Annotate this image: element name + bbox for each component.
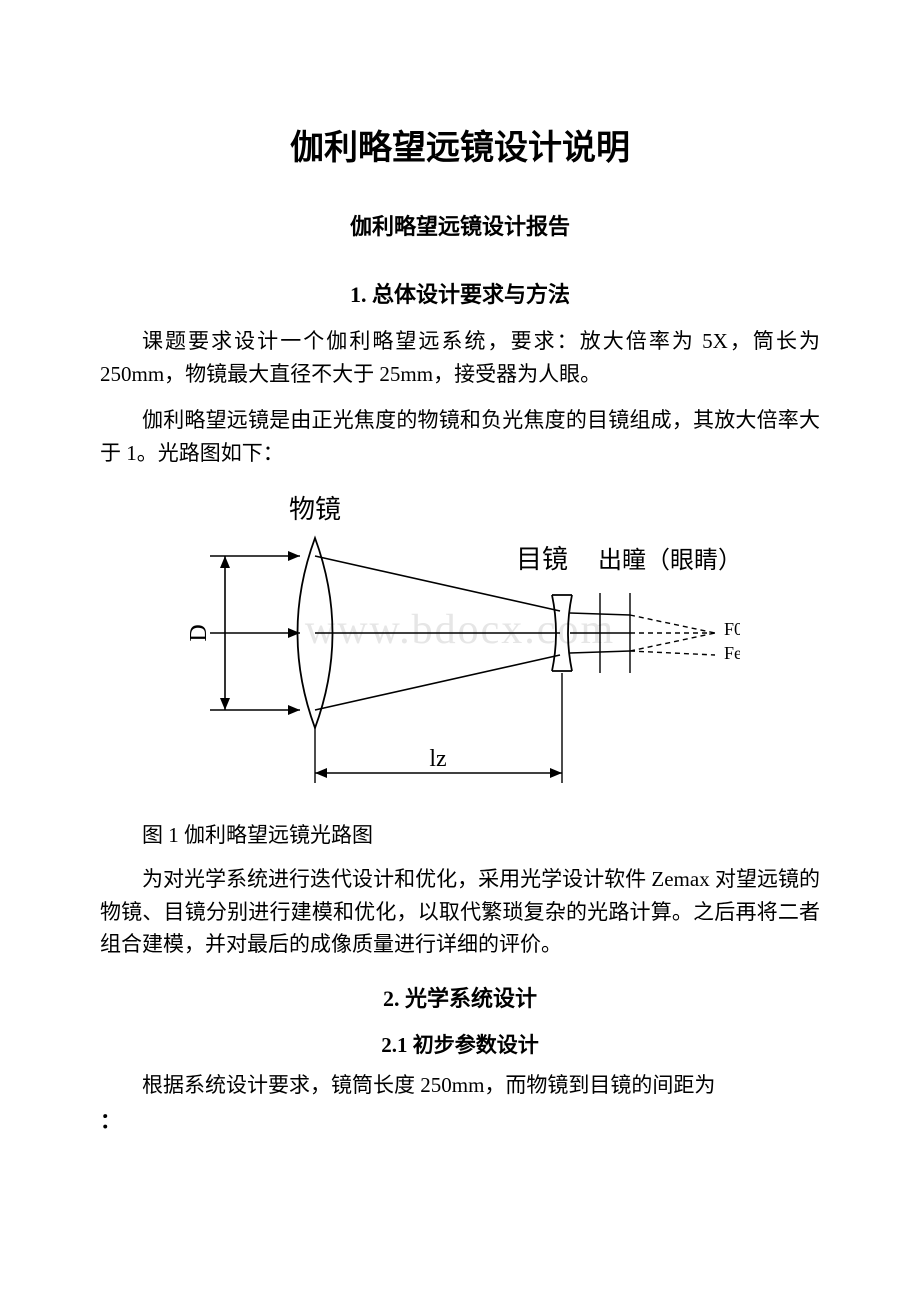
objective-label: 物镜	[289, 495, 341, 524]
trailing-colon: ：	[100, 1105, 820, 1135]
galileo-diagram: www.bdocx.com D 物镜	[180, 483, 740, 813]
section-2-heading: 2. 光学系统设计	[100, 981, 820, 1013]
focal-fe-label: Fe	[724, 643, 740, 663]
page-title: 伽利略望远镜设计说明	[100, 120, 820, 169]
report-subtitle: 伽利略望远镜设计报告	[100, 209, 820, 241]
section-2-1-para-1: 根据系统设计要求，镜筒长度 250mm，而物镜到目镜的间距为	[100, 1069, 820, 1102]
figure-1-caption: 图 1 伽利略望远镜光路图	[100, 819, 820, 849]
section-1-para-2: 伽利略望远镜是由正光焦度的物镜和负光焦度的目镜组成，其放大倍率大于 1。光路图如…	[100, 404, 820, 469]
section-1-para-3: 为对光学系统进行迭代设计和优化，采用光学设计软件 Zemax 对望远镜的物镜、目…	[100, 863, 820, 961]
aperture-label: D	[186, 625, 212, 642]
section-1-heading: 1. 总体设计要求与方法	[100, 277, 820, 309]
section-1-para-1: 课题要求设计一个伽利略望远系统，要求：放大倍率为 5X，筒长为 250mm，物镜…	[100, 325, 820, 390]
section-2-1-heading: 2.1 初步参数设计	[100, 1029, 820, 1059]
tube-length-label: lz	[429, 746, 446, 772]
focal-f0-label: F0'	[724, 619, 740, 639]
figure-1: www.bdocx.com D 物镜	[100, 483, 820, 813]
exit-pupil-label: 出瞳（眼睛）	[598, 547, 740, 574]
eyepiece-label: 目镜	[516, 545, 568, 574]
